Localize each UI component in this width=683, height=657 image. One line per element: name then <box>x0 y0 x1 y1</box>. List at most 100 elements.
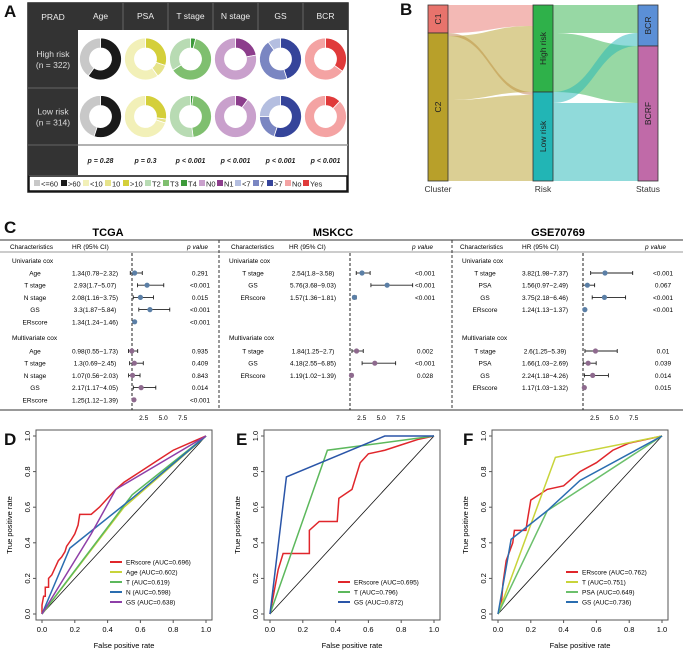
legend-label: Age (AUC=0.602) <box>126 570 178 577</box>
donut-age <box>79 37 122 81</box>
donut-psa <box>124 37 167 81</box>
row-characteristic: T stage <box>242 349 264 356</box>
row-characteristic: PSA <box>478 361 492 368</box>
node-low-risk <box>532 91 554 182</box>
plot-frame <box>491 429 669 621</box>
row-p-value: 0.291 <box>192 271 209 278</box>
x-tick-label: 2.5 <box>357 415 366 422</box>
roc-curve <box>269 435 435 615</box>
hr-point <box>581 385 587 391</box>
x-axis-label: False positive rate <box>322 641 383 650</box>
donut-gs <box>259 95 302 138</box>
col-header-p: p value <box>411 244 433 251</box>
x-tick-label: 0.0 <box>265 625 275 634</box>
legend-label: >10 <box>130 180 143 189</box>
x-tick-label: 0.2 <box>298 625 308 634</box>
row-characteristic: GS <box>248 361 258 368</box>
legend-label: <10 <box>90 180 103 189</box>
row-p-value: 0.01 <box>657 349 670 356</box>
row-p-value: <0.001 <box>190 397 210 404</box>
row-characteristic: T stage <box>242 271 264 278</box>
y-axis-label: True positive rate <box>5 496 14 554</box>
univariate-label: Univariate cox <box>462 258 504 265</box>
legend-swatch <box>199 180 205 186</box>
flow-low-bcrf <box>553 103 638 181</box>
hr-point <box>132 319 138 325</box>
legend-label: ERscore (AUC=0.696) <box>126 560 191 567</box>
y-tick-label: 0.2 <box>251 573 260 583</box>
hr-point <box>359 270 365 276</box>
legend-label: PSA (AUC=0.649) <box>582 590 635 597</box>
roc-curve <box>269 435 435 615</box>
x-tick-label: 1.0 <box>429 625 439 634</box>
node-label: C1 <box>433 13 443 24</box>
row-hr-ci: 1.84(1.25−2.7) <box>292 349 334 356</box>
legend-label: GS (AUC=0.872) <box>354 600 403 607</box>
row-characteristic: ERscore <box>473 385 498 392</box>
donut-n-stage <box>214 95 257 138</box>
donut-segment <box>169 95 194 138</box>
legend-swatch <box>123 180 129 186</box>
univariate-label: Univariate cox <box>229 258 271 265</box>
row-hr-ci: 2.17(1.17−4.05) <box>72 385 118 392</box>
multivariate-label: Multivariate cox <box>229 335 275 342</box>
y-tick-label: 0.4 <box>23 538 32 548</box>
axis-label: Status <box>636 184 660 194</box>
forest-gse70769: GSE70769 Characteristics HR (95% CI) p valu… <box>460 227 673 422</box>
diagonal-reference <box>497 435 663 615</box>
p-value: p < 0.001 <box>220 158 251 165</box>
row-characteristic: T stage <box>474 271 496 278</box>
col-header-p: p value <box>644 244 666 251</box>
row-p-value: 0.843 <box>192 373 209 380</box>
hr-point <box>592 348 599 354</box>
legend-label: N1 <box>224 180 234 189</box>
legend-swatch <box>34 180 40 186</box>
y-tick-label: 0.4 <box>251 538 260 548</box>
y-tick-label: 0.0 <box>251 609 260 619</box>
row-p-value: <0.001 <box>190 283 210 290</box>
panel-label-b: B <box>400 0 413 19</box>
legend-label: >7 <box>274 180 283 189</box>
p-value: p < 0.001 <box>265 158 296 165</box>
roc-curve <box>41 435 207 615</box>
multivariate-label: Multivariate cox <box>12 335 58 342</box>
row-hr-ci: 0.98(0.55−1.73) <box>72 349 118 356</box>
y-tick-label: 0.8 <box>23 466 32 476</box>
row-hr-ci: 1.25(1.12−1.39) <box>72 397 118 404</box>
donut-segment <box>267 37 281 51</box>
donut-segment <box>214 95 257 138</box>
panel-e-roc: 0.0 0.0 0.2 0.2 0.4 0.4 0.6 0.6 0.8 0.8 1.0 1.0 Fals… <box>233 429 441 650</box>
donut-segment <box>79 37 101 77</box>
hr-point <box>132 270 138 276</box>
row-count: (n = 322) <box>36 60 70 70</box>
row-hr-ci: 2.6(1.25−5.39) <box>524 349 566 356</box>
row-hr-ci: 2.24(1.18−4.26) <box>522 373 568 380</box>
panel-label-a: A <box>4 2 17 21</box>
p-value: p < 0.001 <box>175 158 206 165</box>
row-p-value: 0.028 <box>417 373 434 380</box>
flow-c1-high <box>448 5 533 33</box>
row-characteristic: T stage <box>24 283 46 290</box>
legend-swatch <box>145 180 151 186</box>
row-characteristic: GS <box>480 373 490 380</box>
col-header-p: p value <box>186 244 208 251</box>
legend-label: 10 <box>112 180 120 189</box>
hr-point <box>144 282 150 288</box>
row-characteristic: ERscore <box>23 397 48 404</box>
hr-point <box>582 307 588 313</box>
x-axis-label: False positive rate <box>94 641 155 650</box>
row-p-value: <0.001 <box>653 271 673 278</box>
legend-label: ERscore (AUC=0.762) <box>582 570 647 577</box>
donut-psa <box>124 95 167 138</box>
y-tick-label: 0.6 <box>251 502 260 512</box>
flow-low-bcr <box>553 33 638 103</box>
donut-segment <box>172 38 212 81</box>
row-hr-ci: 2.08(1.16−3.75) <box>72 295 118 302</box>
x-tick-label: 0.2 <box>70 625 80 634</box>
legend-swatch <box>217 180 223 186</box>
panel-f-roc: 0.0 0.0 0.2 0.2 0.4 0.4 0.6 0.6 0.8 0.8 1.0 1.0 Fals… <box>461 429 669 650</box>
row-p-value: 0.067 <box>655 283 672 290</box>
column-header: Age <box>93 11 108 21</box>
row-p-value: <0.001 <box>415 295 435 302</box>
